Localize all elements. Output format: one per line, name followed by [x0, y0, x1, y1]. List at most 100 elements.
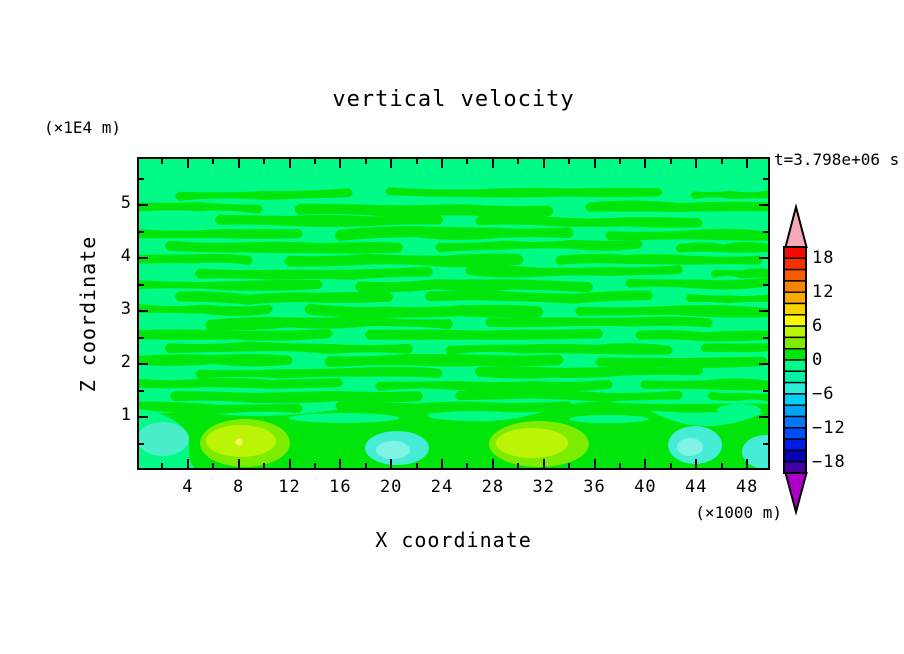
colorbar-segment — [783, 381, 807, 395]
contour-band — [139, 279, 323, 291]
contour-band — [595, 356, 768, 368]
tick — [644, 159, 647, 168]
tick — [568, 159, 571, 164]
time-label: t=3.798e+06 s — [774, 150, 900, 169]
contour-band — [555, 253, 763, 265]
colorbar-label: −12 — [812, 417, 846, 438]
x-tick-label: 8 — [233, 477, 245, 497]
updraft-core-dot — [235, 438, 243, 446]
contour-band — [139, 229, 303, 239]
tick — [161, 159, 164, 164]
tick — [763, 230, 768, 233]
colorbar-segment — [783, 257, 807, 271]
contour-band — [707, 391, 768, 402]
tick — [339, 459, 342, 468]
z-tick-label: 3 — [120, 299, 131, 319]
colorbar-over-arrow — [784, 204, 808, 248]
colorbar-segment — [783, 461, 807, 474]
x-tick-label: 36 — [583, 477, 606, 497]
tick — [186, 459, 189, 468]
tick — [139, 177, 144, 180]
colorbar-under-arrow — [784, 472, 808, 516]
tick — [618, 159, 621, 164]
contour-band — [605, 228, 768, 241]
contour-band — [355, 279, 593, 293]
x-tick-label: 32 — [532, 477, 555, 497]
velocity-extremum-blob — [496, 428, 568, 458]
tick — [746, 459, 749, 468]
colorbar-segment — [783, 427, 807, 440]
colorbar-segment — [783, 280, 807, 293]
colorbar-segment — [783, 302, 807, 316]
contour-band — [445, 343, 673, 355]
tick — [517, 159, 520, 164]
tick — [759, 310, 768, 312]
z-tick-label: 5 — [120, 193, 131, 213]
tick — [263, 463, 266, 468]
velocity-extremum-blob — [677, 438, 703, 456]
contour-band — [215, 214, 443, 228]
contour-band — [635, 330, 768, 342]
tick — [288, 459, 291, 468]
tick — [139, 389, 144, 392]
z-axis-unit-label: (×1E4 m) — [44, 118, 122, 137]
colorbar-segment — [783, 291, 807, 305]
tick — [139, 363, 148, 365]
tick — [542, 459, 545, 468]
contour-band — [455, 388, 683, 402]
contour-band — [475, 215, 703, 228]
tick — [139, 416, 148, 418]
tick — [212, 159, 215, 164]
contour-band — [385, 187, 663, 198]
colorbar-segment — [783, 393, 807, 406]
contour-band — [139, 329, 333, 341]
tick — [237, 159, 240, 168]
contour-band — [175, 188, 353, 201]
contour-band — [675, 242, 768, 253]
contour-band — [640, 378, 768, 391]
tick — [593, 459, 596, 468]
tick — [695, 459, 698, 468]
tick — [695, 159, 698, 168]
z-tick-label: 2 — [120, 352, 131, 372]
contour-band — [175, 291, 393, 305]
tick — [237, 459, 240, 468]
tick — [139, 230, 144, 233]
contour-band — [170, 391, 423, 404]
tick — [763, 177, 768, 180]
contour-band — [690, 190, 768, 200]
tick — [491, 459, 494, 468]
contour-band — [139, 202, 263, 214]
x-tick-label: 20 — [379, 477, 403, 497]
tick — [517, 463, 520, 468]
tick — [669, 463, 672, 468]
contour-band — [195, 366, 443, 379]
tick — [139, 442, 144, 445]
tick — [441, 159, 444, 168]
velocity-extremum-blob — [742, 435, 768, 468]
x-tick-label: 40 — [634, 477, 657, 497]
contour-band — [700, 343, 768, 353]
contour-band — [294, 203, 554, 218]
contour-band — [425, 290, 653, 304]
contour-band — [139, 354, 293, 367]
tick — [759, 204, 768, 206]
downdraft-blob — [139, 422, 189, 456]
tick — [759, 257, 768, 259]
tick — [618, 463, 621, 468]
colorbar-segment — [783, 415, 807, 429]
tick — [139, 283, 144, 286]
z-tick-label: 4 — [120, 246, 131, 266]
tick — [763, 283, 768, 286]
x-tick-label: 28 — [481, 477, 505, 497]
colorbar-segment — [783, 336, 807, 350]
colorbar-label: 18 — [812, 248, 835, 269]
colorbar-segment — [783, 246, 807, 260]
x-axis-title: X coordinate — [375, 528, 532, 552]
contour-band — [710, 268, 768, 279]
tick — [466, 159, 469, 164]
tick — [491, 159, 494, 168]
figure-title: vertical velocity — [332, 87, 575, 112]
colorbar-segment — [783, 438, 807, 452]
tick — [263, 159, 266, 164]
